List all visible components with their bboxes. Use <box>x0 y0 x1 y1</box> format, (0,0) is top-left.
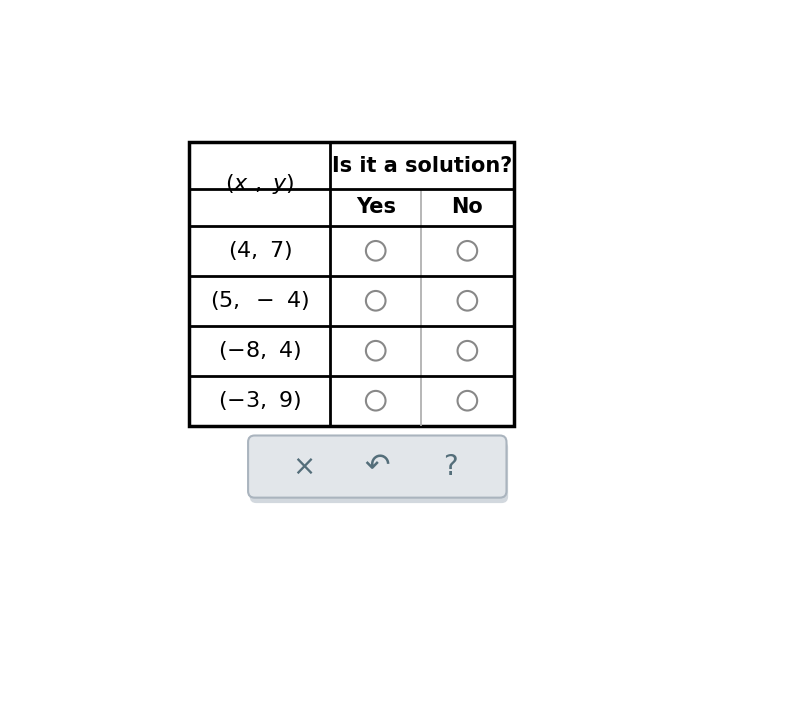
Text: Is it a solution?: Is it a solution? <box>332 156 512 176</box>
Text: $\left(5,\ -\ 4\right)$: $\left(5,\ -\ 4\right)$ <box>210 290 310 312</box>
Text: $\left(-3,\ 9\right)$: $\left(-3,\ 9\right)$ <box>218 389 302 412</box>
Text: $\left(-8,\ 4\right)$: $\left(-8,\ 4\right)$ <box>218 339 302 362</box>
Bar <box>190 142 514 426</box>
FancyBboxPatch shape <box>250 441 508 503</box>
FancyBboxPatch shape <box>248 435 506 498</box>
Text: $\left(x\ ,\ y\right)$: $\left(x\ ,\ y\right)$ <box>225 172 294 196</box>
Text: ?: ? <box>443 452 458 481</box>
Text: ×: × <box>292 452 315 481</box>
Bar <box>190 142 514 426</box>
Text: Yes: Yes <box>356 198 396 217</box>
Text: No: No <box>451 198 483 217</box>
Text: $\left(4,\ 7\right)$: $\left(4,\ 7\right)$ <box>227 239 292 262</box>
Text: ↶: ↶ <box>365 452 390 481</box>
